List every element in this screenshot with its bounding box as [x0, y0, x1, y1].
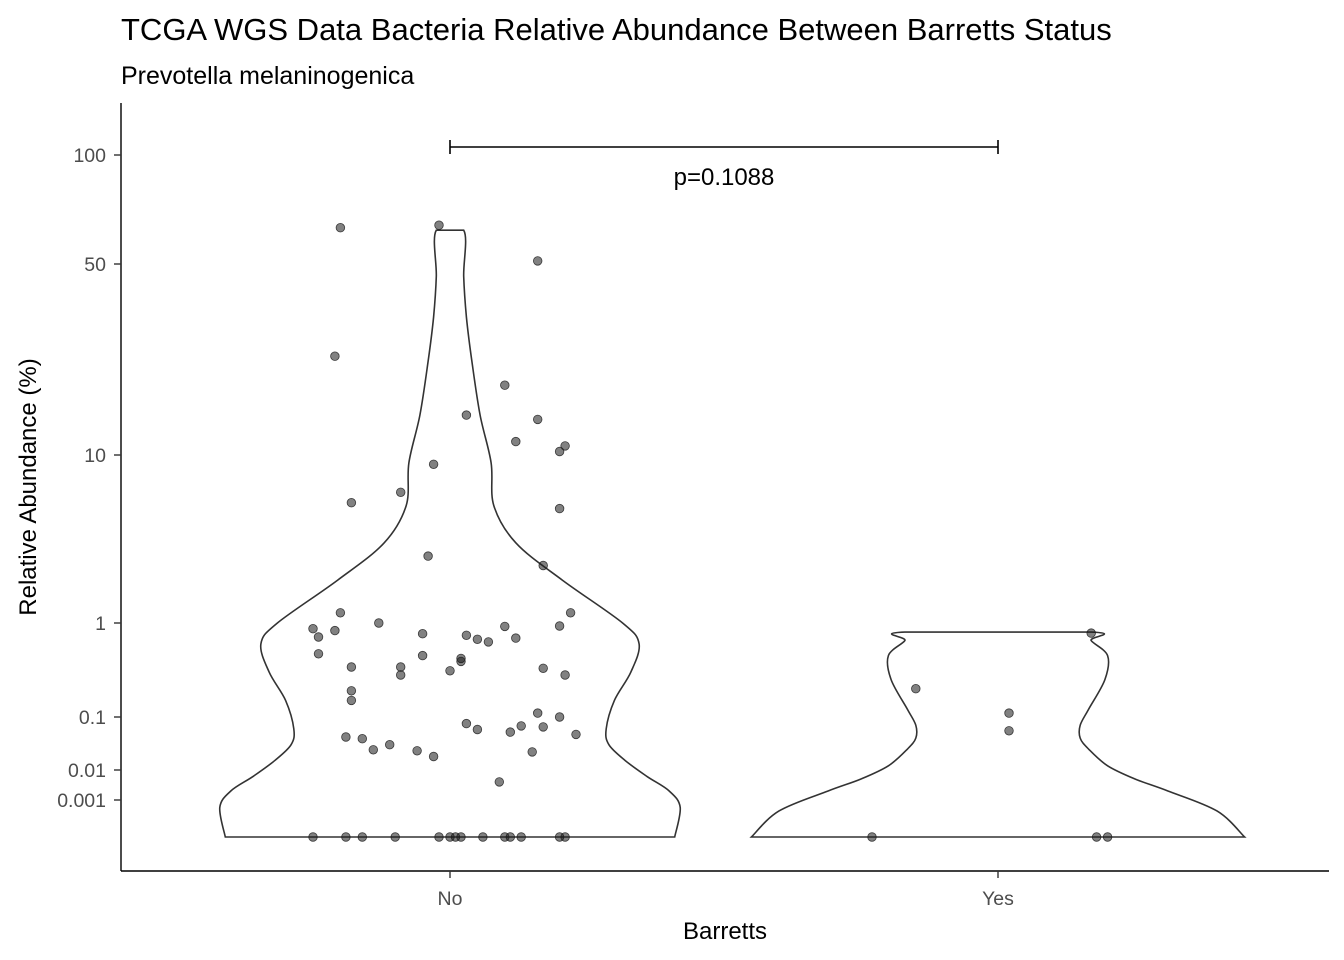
data-point	[516, 721, 526, 731]
data-point	[461, 410, 472, 420]
data-point	[308, 624, 318, 634]
data-point	[554, 621, 565, 631]
data-point	[500, 621, 510, 632]
data-point	[423, 551, 433, 561]
point-layer	[308, 220, 1113, 842]
data-point	[1004, 726, 1014, 736]
data-point	[396, 662, 406, 672]
data-point	[396, 487, 406, 498]
data-point	[434, 832, 444, 842]
data-point	[461, 718, 472, 729]
data-point	[527, 747, 537, 757]
data-point	[417, 650, 428, 661]
data-point	[511, 436, 521, 447]
data-point	[461, 630, 472, 641]
data-point	[554, 712, 565, 722]
data-point	[571, 729, 581, 740]
y-ticks: 100 50 10 1 0.1 0.01 0.001	[57, 145, 121, 812]
x-tick-label: No	[438, 888, 463, 910]
data-point	[560, 670, 570, 680]
data-point	[412, 746, 422, 756]
chart-subtitle: Prevotella melaninogenica	[121, 62, 414, 90]
data-point	[428, 751, 439, 762]
y-tick-label: 1	[95, 613, 106, 635]
data-point	[308, 832, 318, 842]
x-axis-title: Barretts	[683, 918, 767, 945]
data-point	[554, 446, 565, 457]
data-point	[434, 220, 444, 230]
data-point	[456, 832, 466, 842]
data-point	[500, 380, 510, 390]
data-point	[390, 832, 400, 842]
data-point	[445, 666, 455, 676]
chart-title: TCGA WGS Data Bacteria Relative Abundanc…	[121, 12, 1112, 47]
data-point	[341, 832, 351, 842]
data-point	[483, 637, 494, 647]
data-point	[330, 351, 340, 361]
data-point	[313, 649, 324, 659]
data-point	[472, 634, 483, 645]
p-value-label: p=0.1088	[674, 164, 775, 191]
data-point	[538, 560, 548, 571]
data-point	[346, 695, 357, 706]
data-point	[516, 832, 526, 842]
data-point	[472, 724, 483, 735]
y-tick-label: 0.1	[79, 707, 106, 729]
data-point	[867, 832, 877, 842]
data-point	[560, 441, 570, 451]
data-point	[368, 745, 379, 755]
data-point	[533, 414, 543, 425]
data-point	[357, 734, 368, 744]
data-point	[1102, 832, 1113, 842]
data-point	[560, 832, 570, 842]
axes	[120, 103, 1329, 872]
data-point	[385, 740, 395, 750]
data-point	[533, 256, 543, 266]
data-point	[538, 722, 548, 732]
y-axis-title: Relative Abundance (%)	[15, 358, 42, 615]
data-point	[357, 832, 368, 842]
data-point	[313, 632, 324, 642]
data-point	[428, 459, 439, 470]
y-tick-label: 10	[84, 445, 106, 467]
annotation-layer: p=0.1088	[449, 140, 999, 191]
violin-layer	[218, 229, 1247, 838]
data-point	[478, 832, 488, 842]
data-point	[417, 629, 428, 639]
data-point	[511, 633, 521, 643]
data-point	[554, 503, 565, 514]
data-point	[505, 727, 516, 737]
data-point	[346, 686, 357, 696]
data-point	[1086, 628, 1096, 638]
data-point	[533, 708, 543, 718]
data-point	[1091, 832, 1102, 842]
y-tick-label: 50	[84, 254, 106, 276]
violin-yes	[749, 631, 1247, 838]
data-point	[346, 498, 357, 508]
y-tick-label: 100	[73, 145, 106, 167]
y-tick-label: 0.001	[57, 790, 106, 812]
data-point	[341, 732, 351, 742]
data-point	[1004, 708, 1014, 718]
data-point	[335, 608, 346, 618]
violin-no	[218, 229, 682, 838]
x-ticks: No Yes	[438, 871, 1014, 910]
data-point	[396, 670, 406, 680]
data-point	[335, 222, 346, 233]
data-point	[505, 832, 516, 842]
data-point	[911, 684, 921, 694]
data-point	[374, 618, 384, 628]
y-tick-label: 0.01	[68, 760, 106, 782]
data-point	[538, 663, 548, 674]
data-point	[456, 656, 466, 667]
data-point	[565, 608, 576, 618]
data-point	[494, 777, 505, 787]
x-tick-label: Yes	[982, 888, 1014, 910]
data-point	[330, 625, 340, 636]
data-point	[346, 662, 357, 672]
